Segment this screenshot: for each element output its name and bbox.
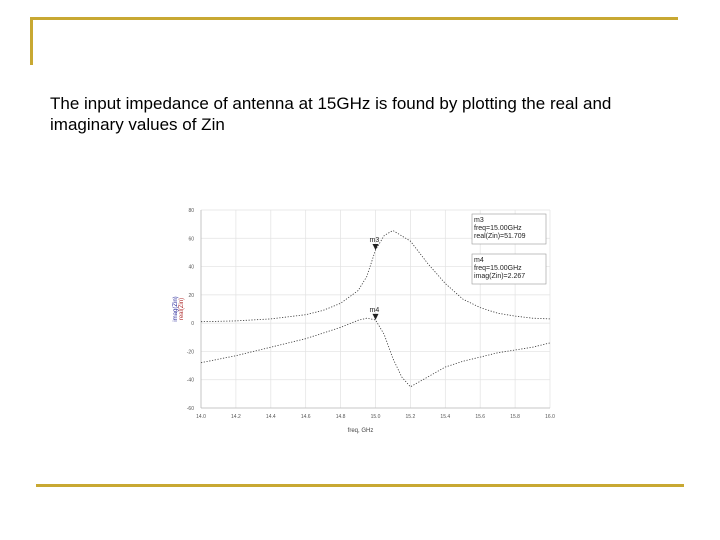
y-tick-label: 40 xyxy=(188,265,194,271)
x-tick-label: 15.6 xyxy=(475,414,485,420)
annotation-line: freq=15.00GHz xyxy=(474,265,522,272)
y-tick-label: 20 xyxy=(188,293,194,299)
x-tick-label: 14.6 xyxy=(301,414,311,420)
annotation-line: imag(Zin)=2.267 xyxy=(474,273,525,280)
series-line-2 xyxy=(200,317,551,388)
slide-body-text: The input impedance of antenna at 15GHz … xyxy=(50,94,612,134)
annotation-box xyxy=(471,253,547,285)
bottom-accent-rule xyxy=(36,484,684,487)
y-tick-label: 0 xyxy=(191,321,194,327)
x-tick-label: 14.8 xyxy=(336,414,346,420)
x-tick-label: 15.4 xyxy=(440,414,450,420)
annotation-line: m4 xyxy=(474,257,484,264)
y-tick-label: -40 xyxy=(187,378,194,384)
marker-label: m4 xyxy=(370,307,380,314)
y-tick-label: -20 xyxy=(187,349,194,355)
top-accent-rule xyxy=(30,17,678,20)
annotation-line: m3 xyxy=(474,217,484,224)
marker-label: m3 xyxy=(370,237,380,244)
annotation-line: real(Zin)=51.709 xyxy=(474,233,526,240)
x-tick-label: 15.0 xyxy=(371,414,381,420)
chart-axes: 14.0 14.2 14.4 14.6 14.8 15.0 15.2 15.4 15.6 15.8… xyxy=(173,208,555,434)
annotation-line: freq=15.00GHz xyxy=(474,225,522,232)
series-line-1 xyxy=(200,230,551,323)
left-accent-rule xyxy=(30,17,33,65)
x-tick-label: 15.8 xyxy=(510,414,520,420)
y-axis-label-part: real(Zin) xyxy=(179,298,185,320)
chart-markers: m3 m4 xyxy=(370,237,380,320)
y-tick-label: 80 xyxy=(188,208,194,214)
y-axis-label-part: imag(Zin) xyxy=(173,296,179,321)
impedance-chart: 14.0 14.2 14.4 14.6 14.8 15.0 15.2 15.4 15.6 15.8… xyxy=(173,208,555,434)
chart-series xyxy=(200,230,551,388)
marker-triangle xyxy=(372,313,379,320)
x-axis-label: freq, GHz xyxy=(348,428,374,434)
x-tick-label: 14.2 xyxy=(231,414,241,420)
x-tick-label: 15.2 xyxy=(406,414,416,420)
y-tick-label: -60 xyxy=(187,406,194,412)
marker-triangle xyxy=(372,244,379,251)
annotation-box xyxy=(471,213,547,245)
x-tick-label: 14.4 xyxy=(266,414,276,420)
marker-annotations: m3freq=15.00GHzreal(Zin)=51.709m4freq=15… xyxy=(471,213,547,285)
x-tick-label: 14.0 xyxy=(196,414,206,420)
y-tick-label: 60 xyxy=(188,236,194,242)
x-tick-label: 16.0 xyxy=(545,414,555,420)
y-axis-label: imag(Zin)real(Zin) xyxy=(173,296,185,321)
